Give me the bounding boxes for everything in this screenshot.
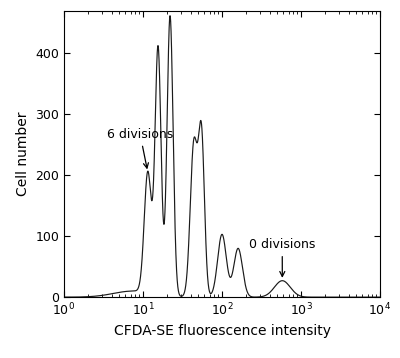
X-axis label: CFDA-SE fluorescence intensity: CFDA-SE fluorescence intensity bbox=[114, 324, 330, 338]
Y-axis label: Cell number: Cell number bbox=[16, 112, 30, 196]
Text: 6 divisions: 6 divisions bbox=[107, 128, 173, 168]
Text: 0 divisions: 0 divisions bbox=[249, 238, 316, 276]
